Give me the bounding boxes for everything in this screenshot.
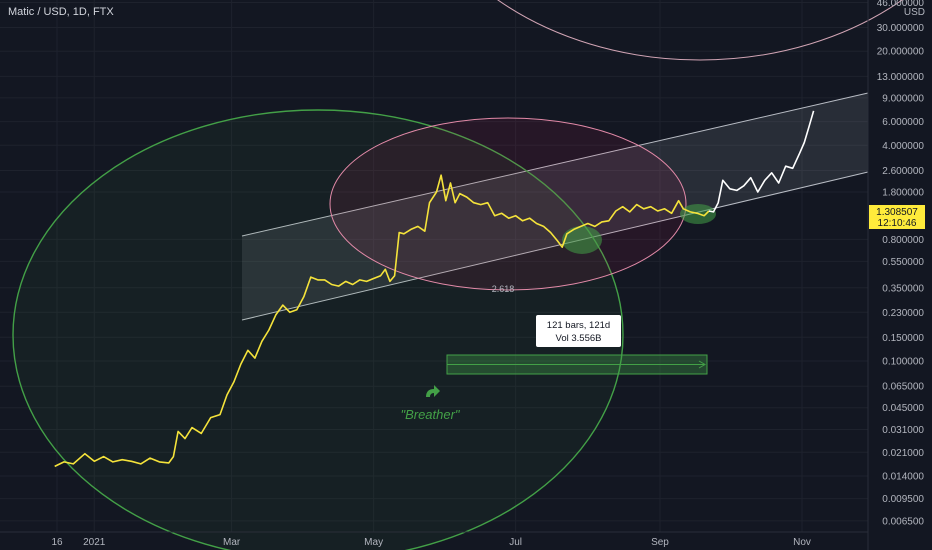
range-tooltip-box <box>536 315 621 347</box>
price-line-0[interactable] <box>54 174 710 468</box>
range-tooltip-line2: Vol 3.556B <box>556 333 602 344</box>
y-tick-label: 0.009500 <box>882 494 924 505</box>
channel-lower-line[interactable] <box>241 171 869 321</box>
y-tick-label: 0.230000 <box>882 308 924 319</box>
y-tick-label: 20.000000 <box>877 47 925 58</box>
x-tick-label: Jul <box>509 537 522 548</box>
x-tick-label: Sep <box>651 537 669 548</box>
x-tick-label: 16 <box>51 537 63 548</box>
price-line-1[interactable] <box>708 110 815 213</box>
grid <box>0 0 868 532</box>
x-tick-label: Nov <box>793 537 811 548</box>
y-tick-label: 1.800000 <box>882 188 924 199</box>
x-tick-label: 2021 <box>83 537 106 548</box>
currency-label: USD <box>904 7 925 18</box>
y-tick-label: 0.006500 <box>882 516 924 527</box>
y-tick-label: 30.000000 <box>877 23 925 34</box>
y-tick-label: 0.150000 <box>882 333 924 344</box>
last-price-value: 1.308507 <box>876 207 918 218</box>
x-tick-label: Mar <box>223 537 241 548</box>
y-tick-label: 0.800000 <box>882 235 924 246</box>
chart-title: Matic / USD, 1D, FTX <box>8 6 114 18</box>
price-series <box>54 110 815 468</box>
fib-arc[interactable] <box>400 0 932 61</box>
touch-highlight-jul[interactable] <box>562 226 602 254</box>
y-tick-label: 0.350000 <box>882 283 924 294</box>
parallel-channel[interactable] <box>242 93 868 320</box>
y-axis[interactable]: 46.000000 30.000000 20.000000 13.000000 9.00… <box>877 0 925 527</box>
y-tick-label: 2.600000 <box>882 166 924 177</box>
green-circle[interactable] <box>12 109 624 550</box>
x-axis[interactable]: 16 2021 Mar May Jul Sep Nov <box>51 537 810 548</box>
y-tick-label: 0.014000 <box>882 471 924 482</box>
y-tick-label: 0.065000 <box>882 382 924 393</box>
y-tick-label: 0.100000 <box>882 357 924 368</box>
y-tick-label: 6.000000 <box>882 117 924 128</box>
y-tick-label: 9.000000 <box>882 93 924 104</box>
y-tick-label: 0.550000 <box>882 257 924 268</box>
y-tick-label: 0.031000 <box>882 425 924 436</box>
channel-upper-line[interactable] <box>241 92 869 237</box>
breather-annotation: "Breather" <box>400 407 460 422</box>
y-tick-label: 0.045000 <box>882 403 924 414</box>
fib-level-label: 2.618 <box>492 284 515 294</box>
y-tick-label: 0.021000 <box>882 448 924 459</box>
last-price-label-bg[interactable] <box>869 205 925 229</box>
x-tick-label: May <box>364 537 383 548</box>
range-tooltip-line1: 121 bars, 121d <box>547 320 610 331</box>
date-range-arrowhead <box>698 360 706 369</box>
y-tick-label: 46.000000 <box>877 0 925 9</box>
pink-ellipse[interactable] <box>329 117 687 291</box>
y-tick-label: 13.000000 <box>877 72 925 83</box>
last-price-time: 12:10:46 <box>878 218 917 229</box>
curved-arrow-icon <box>426 385 440 397</box>
y-tick-label: 4.000000 <box>882 141 924 152</box>
